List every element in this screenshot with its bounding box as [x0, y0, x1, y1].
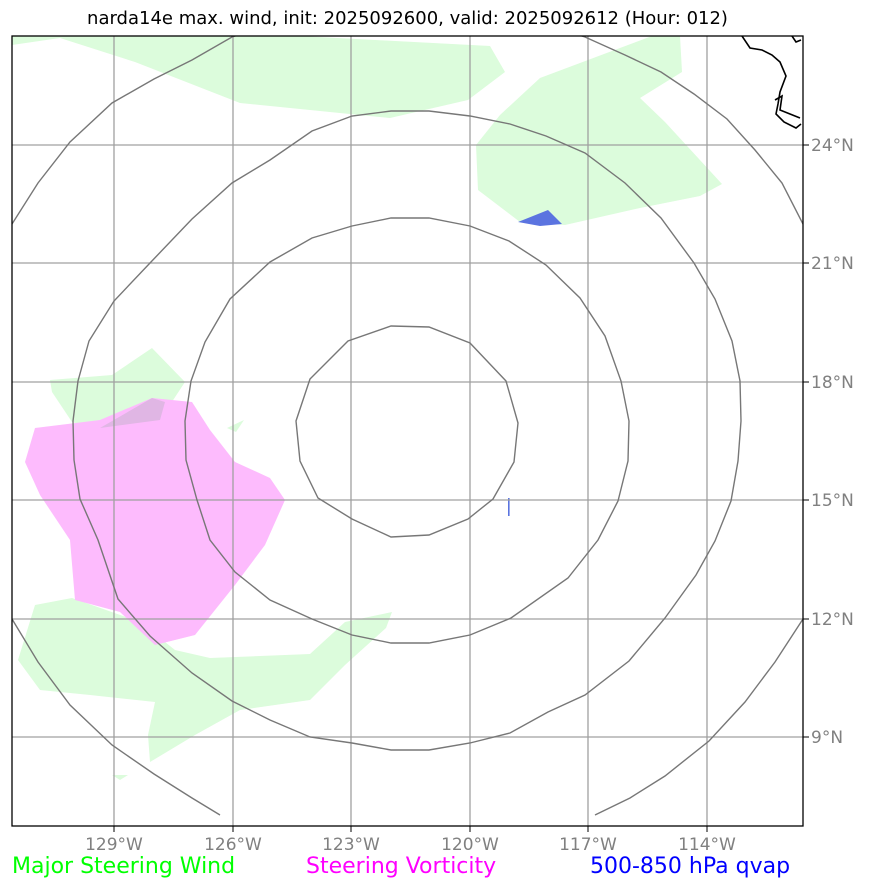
- range-ring-4-south-west: [12, 618, 221, 816]
- lat-label: 9°N: [811, 728, 843, 748]
- qvap-area: [518, 210, 562, 226]
- lat-label: 21°N: [811, 254, 854, 274]
- lon-label: 120°W: [441, 835, 499, 855]
- lon-label: 117°W: [559, 835, 617, 855]
- range-ring-1: [295, 325, 519, 538]
- range-ring-4: [12, 36, 803, 225]
- vorticity-area: [25, 398, 285, 645]
- graticule: [12, 36, 803, 826]
- axis-ticks: [113, 144, 809, 832]
- range-ring-4-south-east: [594, 618, 803, 816]
- qvap-mark: [508, 498, 510, 516]
- longitude-labels: 129°W 126°W 123°W 120°W 117°W 114°W: [85, 835, 736, 855]
- wind-area-northeast: [476, 36, 722, 225]
- lon-label: 126°W: [204, 835, 262, 855]
- coastline: [741, 36, 802, 129]
- latitude-labels: 24°N 21°N 18°N 15°N 12°N 9°N: [811, 136, 854, 748]
- range-ring-3: [72, 110, 742, 751]
- lat-label: 18°N: [811, 373, 854, 393]
- wind-area-bottom-left: [112, 775, 128, 780]
- steering-wind-areas: [12, 36, 722, 780]
- range-ring-2: [184, 217, 630, 644]
- wind-area-north: [12, 36, 505, 118]
- map-title: narda14e max. wind, init: 2025092600, va…: [87, 8, 728, 29]
- legend-qvap: 500-850 hPa qvap: [590, 854, 791, 879]
- legend-steering-vorticity: Steering Vorticity: [306, 854, 497, 879]
- steering-vorticity-areas: [25, 398, 285, 645]
- lat-label: 24°N: [811, 136, 854, 156]
- lon-label: 123°W: [322, 835, 380, 855]
- wind-area-southwest: [18, 598, 392, 762]
- lon-label: 129°W: [85, 835, 143, 855]
- map-frame: [11, 35, 804, 827]
- lon-label: 114°W: [678, 835, 736, 855]
- lat-label: 12°N: [811, 610, 854, 630]
- range-rings: [12, 36, 803, 816]
- vorticity-overlap: [100, 398, 165, 428]
- lat-label: 15°N: [811, 491, 854, 511]
- qvap-areas: [508, 210, 562, 516]
- legend-steering-wind: Major Steering Wind: [12, 854, 236, 879]
- wind-area-west-small: [227, 420, 244, 432]
